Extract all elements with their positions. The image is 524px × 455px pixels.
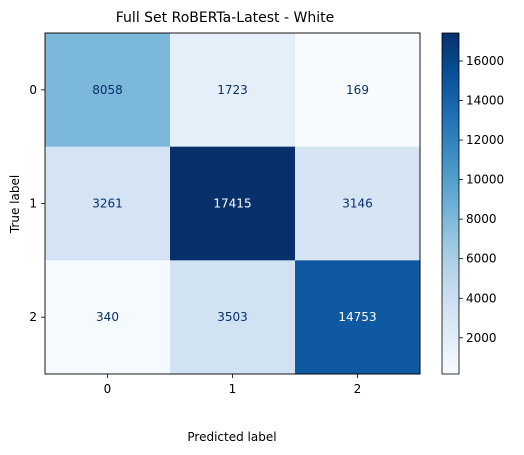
y-axis-label: True label	[8, 175, 22, 234]
y-tick-label: 2	[29, 310, 37, 324]
cell-value-label: 3503	[217, 310, 248, 324]
cell-value-label: 3146	[342, 197, 373, 211]
x-axis-label: Predicted label	[187, 430, 276, 444]
cell-value-label: 340	[96, 310, 119, 324]
cell-value-label: 1723	[217, 83, 248, 97]
heatmap-cell	[295, 33, 421, 148]
heatmap-cell	[45, 33, 171, 148]
x-tick-label: 1	[229, 382, 237, 396]
cell-value-label: 169	[346, 83, 369, 97]
colorbar-tick-label: 2000	[466, 331, 497, 345]
y-tick-label: 0	[29, 83, 37, 97]
colorbar-tick-label: 12000	[466, 133, 504, 147]
heatmap-cell-labels: 8058 1723 169 3261 17415 3146 340 3503 14753	[92, 83, 376, 324]
colorbar	[441, 32, 460, 375]
colorbar-tick-label: 14000	[466, 94, 504, 108]
heatmap-cell	[45, 146, 171, 261]
colorbar-tick-label: 10000	[466, 173, 504, 187]
heatmap-cell	[170, 146, 296, 261]
heatmap-cell	[170, 260, 296, 375]
y-axis-ticks: 0 1 2	[29, 83, 45, 324]
heatmap-cell	[45, 260, 171, 375]
heatmap-cells	[45, 33, 421, 375]
colorbar-ticks: 2000 4000 6000 8000 10000 12000 14000 16000	[459, 54, 504, 345]
heatmap-cell	[295, 260, 421, 375]
heatmap-cell	[295, 146, 421, 261]
colorbar-tick-label: 6000	[466, 252, 497, 266]
cell-value-label: 3261	[92, 197, 123, 211]
cell-value-label: 14753	[338, 310, 376, 324]
colorbar-tick-label: 8000	[466, 212, 497, 226]
cell-value-label: 8058	[92, 83, 123, 97]
x-tick-label: 0	[104, 382, 112, 396]
colorbar-tick-label: 16000	[466, 54, 504, 68]
x-axis-ticks: 0 1 2	[104, 374, 362, 396]
chart-title: Full Set RoBERTa-Latest - White	[116, 10, 334, 26]
colorbar-tick-label: 4000	[466, 291, 497, 305]
cell-value-label: 17415	[213, 197, 251, 211]
heatmap-cell	[170, 33, 296, 148]
y-tick-label: 1	[29, 197, 37, 211]
x-tick-label: 2	[354, 382, 362, 396]
